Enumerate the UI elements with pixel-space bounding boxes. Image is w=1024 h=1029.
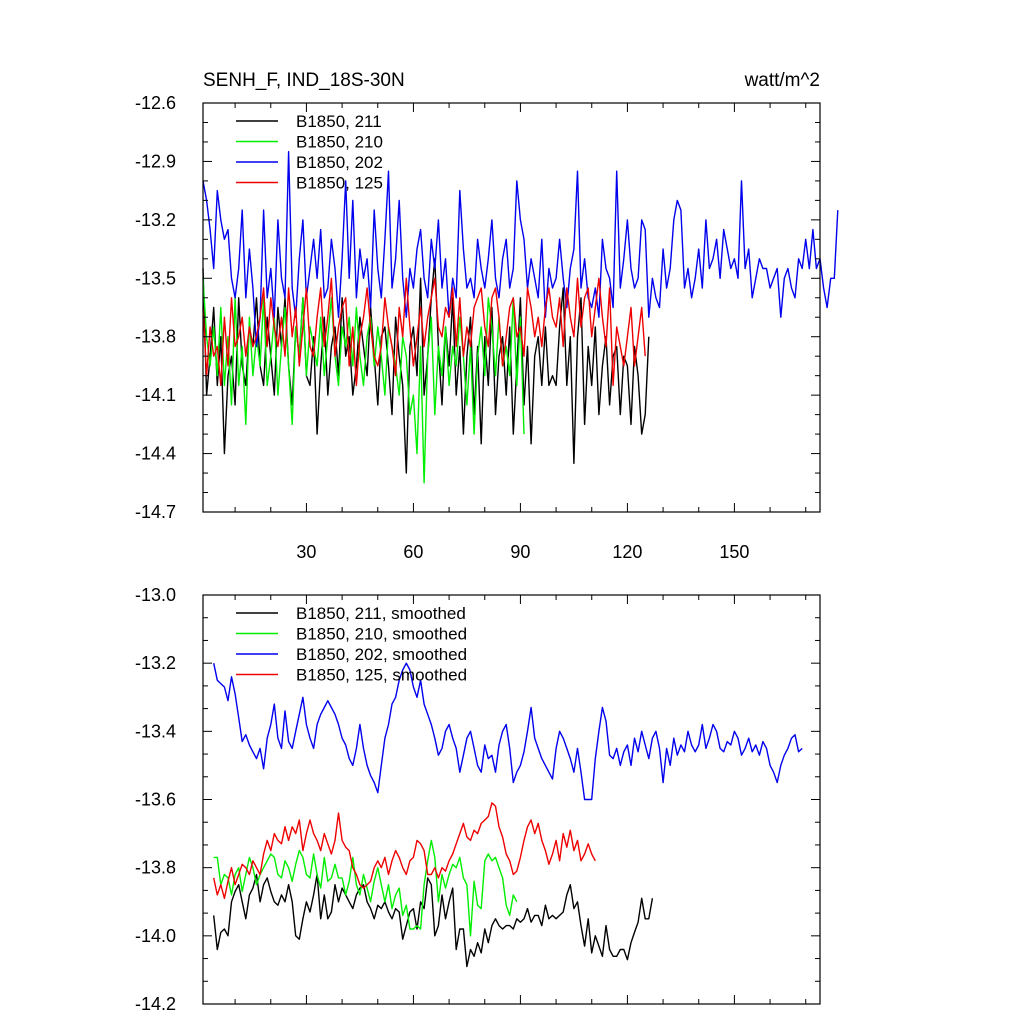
bottom-ytick-label: -13.8 [135,858,176,878]
top-tick-layer: -12.6 -12.9 -13.2 -13.5 -13.8 -14.1 -14.4 -14.7… [135,93,820,562]
top-ytick-label: -14.1 [135,385,176,405]
bottom-legend-label: B1850, 125, smoothed [296,666,467,685]
top-series-line-2 [202,278,525,484]
bottom-legend-label: B1850, 211, smoothed [296,604,466,623]
top-chart-units: watt/m^2 [744,70,820,91]
top-series-layer [202,150,839,484]
bottom-ytick-label: -13.0 [135,585,176,605]
bottom-series-line-2 [213,839,518,937]
top-ytick-label: -13.2 [135,210,176,230]
bottom-series-line-3 [213,662,803,801]
top-xtick-label: 120 [612,542,642,562]
bottom-series-line-1 [213,873,654,968]
top-xtick-label: 30 [296,542,316,562]
bottom-series-line-4 [213,802,596,899]
top-xtick-label: 90 [510,542,530,562]
bottom-ytick-label: -13.4 [135,721,176,741]
top-ytick-label: -12.9 [135,151,176,171]
bottom-panel: -13.0 -13.2 -13.4 -13.6 -13.8 -14.0 -14.2 B185… [135,585,821,1014]
bottom-ytick-label: -14.0 [135,926,176,946]
top-ytick-label: -13.8 [135,327,176,347]
bottom-series-layer [213,662,803,968]
top-series-line-3 [202,150,839,348]
bottom-legend-label: B1850, 210, smoothed [296,625,467,644]
top-legend-label: B1850, 125 [296,174,383,193]
top-legend-label: B1850, 211 [296,112,382,131]
top-ytick-label: -12.6 [135,93,176,113]
top-legend-label: B1850, 210 [296,133,383,152]
bottom-legend-label: B1850, 202, smoothed [296,645,467,664]
top-chart-title: SENH_F, IND_18S-30N [203,70,405,91]
top-xtick-label: 60 [403,542,423,562]
bottom-ytick-label: -14.2 [135,994,176,1014]
top-series-line-4 [202,277,646,387]
bottom-tick-layer: -13.0 -13.2 -13.4 -13.6 -13.8 -14.0 -14.2 [135,585,820,1014]
top-series-line-1 [202,258,650,474]
top-ytick-label: -14.4 [135,444,176,464]
top-plot-frame [202,102,821,513]
bottom-ytick-label: -13.2 [135,653,176,673]
top-ytick-label: -14.7 [135,502,176,522]
bottom-legend: B1850, 211, smoothed B1850, 210, smoothed… [236,604,467,685]
bottom-ytick-label: -13.6 [135,790,176,810]
top-panel: SENH_F, IND_18S-30N watt/m^2 -12.6-12.9-… [135,70,839,562]
top-legend-label: B1850, 202 [296,153,383,172]
top-xtick-label: 150 [719,542,749,562]
top-ytick-label: -13.5 [135,268,176,288]
